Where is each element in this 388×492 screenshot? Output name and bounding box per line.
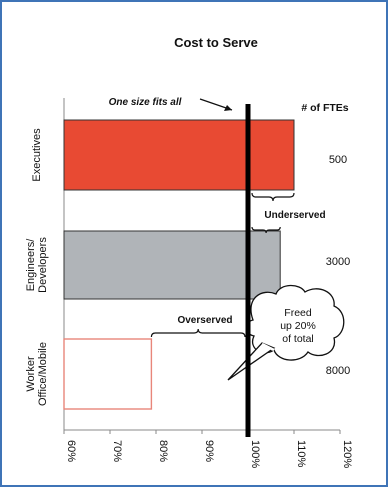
underserved-label: Underserved: [264, 210, 325, 221]
overserved-label: Overserved: [177, 315, 232, 326]
freed-callout: Freed up 20% of total: [227, 284, 345, 381]
callout-pointer: [227, 342, 276, 381]
overserved-brace: [150, 328, 246, 338]
x-tick-label: 80%: [157, 440, 169, 462]
one-size-fits-all-label: One size fits all: [109, 97, 182, 108]
underserved-brace-lower: [251, 226, 281, 234]
x-tick-label: 70%: [111, 440, 123, 462]
fte-value: 8000: [326, 365, 350, 377]
category-label: WorkerOffice/Mobile: [25, 342, 49, 406]
x-tick-label: 60%: [65, 440, 77, 462]
x-tick-label: 100%: [249, 440, 261, 468]
x-tick-labels: 60% 70% 80% 90% 100% 110% 120%: [63, 430, 353, 468]
chart-title: Cost to Serve: [174, 35, 258, 50]
bar-worker: [63, 338, 153, 410]
category-label: Executives: [31, 128, 43, 182]
x-tick-label: 110%: [295, 440, 307, 468]
fte-value: 3000: [326, 256, 350, 268]
bar-executives: [63, 119, 295, 191]
fte-value: 500: [329, 154, 347, 166]
bar-engineers: [63, 230, 281, 300]
underserved-brace: [251, 192, 295, 202]
fte-labels: # of FTEs 500 3000 8000: [301, 102, 350, 377]
fte-header: # of FTEs: [301, 102, 348, 114]
freed-text: Freed up 20% of total: [280, 307, 316, 345]
category-labels: Executives Engineers/Developers WorkerOffi…: [25, 128, 49, 406]
category-label: Engineers/Developers: [25, 237, 49, 293]
x-tick-label: 90%: [203, 440, 215, 462]
bars-layer: [63, 119, 295, 410]
callout-cloud: [245, 284, 345, 361]
x-tick-label: 120%: [341, 440, 353, 468]
one-size-arrow: [199, 98, 233, 111]
annotations: One size fits all Underserved Overserved…: [109, 97, 345, 381]
